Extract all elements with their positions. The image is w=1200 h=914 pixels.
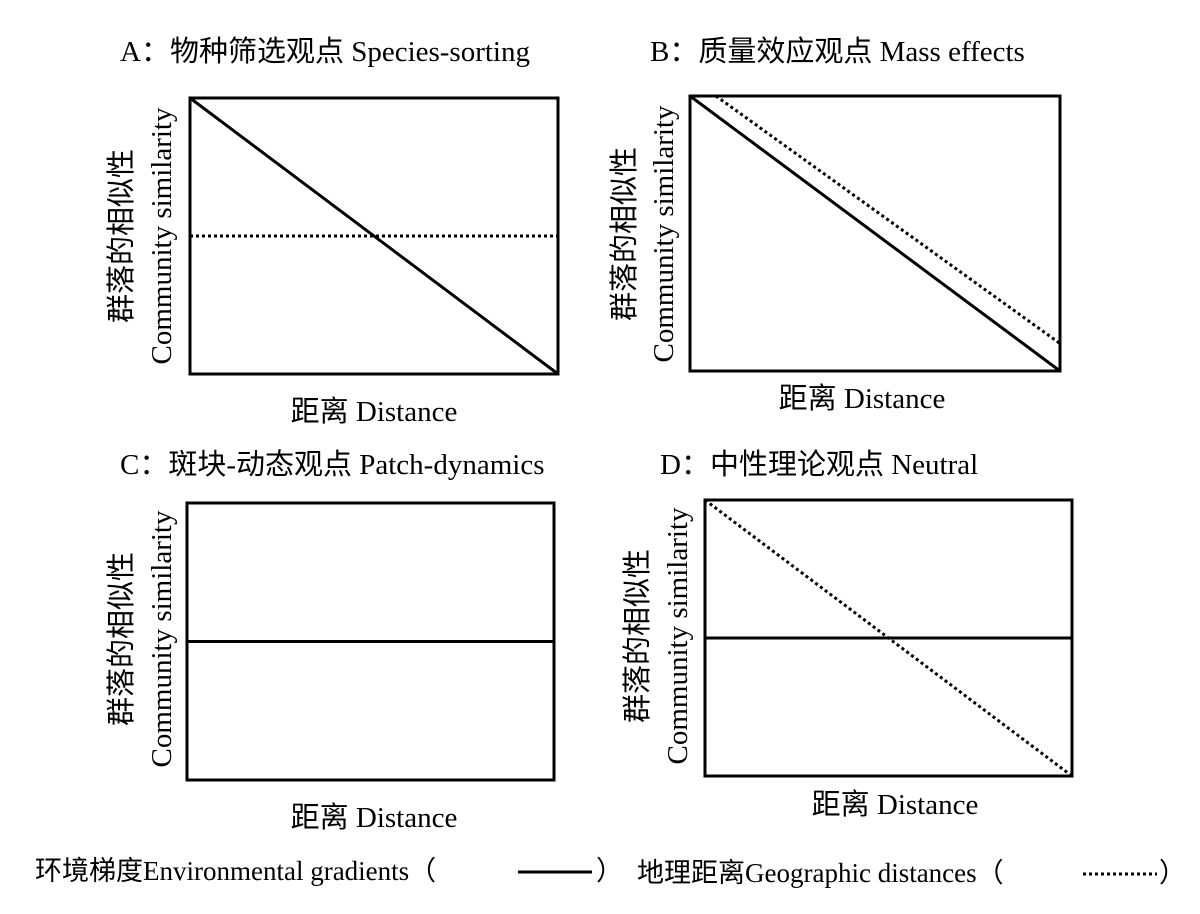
- panel-b-frame: [688, 94, 1062, 373]
- panel-d-geographic-line: [704, 498, 1073, 778]
- panel-b-geographic-line: [715, 94, 1061, 345]
- panel-d-ylabel-cn: 群落的相似性: [621, 549, 654, 723]
- legend-geographic-label: 地理距离Geographic distances（: [637, 858, 1004, 888]
- panel-b-lines: [689, 94, 1061, 373]
- panel-d-xlabel: 距离 Distance: [812, 788, 979, 821]
- panel-d-title: D：中性理论观点 Neutral: [660, 448, 978, 481]
- legend-geographic-close: ）: [1159, 858, 1186, 888]
- panel-b-ylabel-en: Community similarity: [648, 105, 680, 362]
- panel-b-environmental-line: [689, 94, 1061, 373]
- panel-d-lines: [704, 498, 1073, 778]
- panel-c-xlabel: 距离 Distance: [291, 801, 458, 834]
- panel-c-ylabel-cn: 群落的相似性: [105, 552, 138, 726]
- panel-a-lines: [189, 96, 559, 376]
- panel-a-ylabel-cn: 群落的相似性: [105, 149, 138, 323]
- panel-a-environmental-line: [189, 96, 559, 376]
- panel-c-ylabel-en: Community similarity: [146, 510, 178, 767]
- panel-b-title: B：质量效应观点 Mass effects: [650, 35, 1025, 68]
- panel-c-title: C：斑块-动态观点 Patch-dynamics: [120, 448, 544, 481]
- panel-a-xlabel: 距离 Distance: [291, 395, 458, 428]
- panel-c: C：斑块-动态观点 Patch-dynamics 群落的相似性 Communit…: [105, 448, 556, 834]
- panel-a-ylabel-en: Community similarity: [146, 107, 178, 364]
- legend-environmental-label: 环境梯度Environmental gradients（: [35, 856, 436, 886]
- legend-environmental-close: ）: [596, 856, 623, 886]
- panel-d: D：中性理论观点 Neutral 群落的相似性 Community simila…: [621, 448, 1074, 821]
- panel-b: B：质量效应观点 Mass effects 群落的相似性 Community s…: [608, 35, 1062, 415]
- panel-b-xlabel: 距离 Distance: [779, 382, 946, 415]
- legend: 环境梯度Environmental gradients（ ） 地理距离Geogr…: [35, 856, 1186, 888]
- panel-b-ylabel-cn: 群落的相似性: [608, 147, 641, 321]
- panel-d-ylabel-en: Community similarity: [662, 507, 694, 764]
- panel-a: A：物种筛选观点 Species-sorting 群落的相似性 Communit…: [105, 35, 560, 428]
- panel-a-title: A：物种筛选观点 Species-sorting: [120, 35, 530, 68]
